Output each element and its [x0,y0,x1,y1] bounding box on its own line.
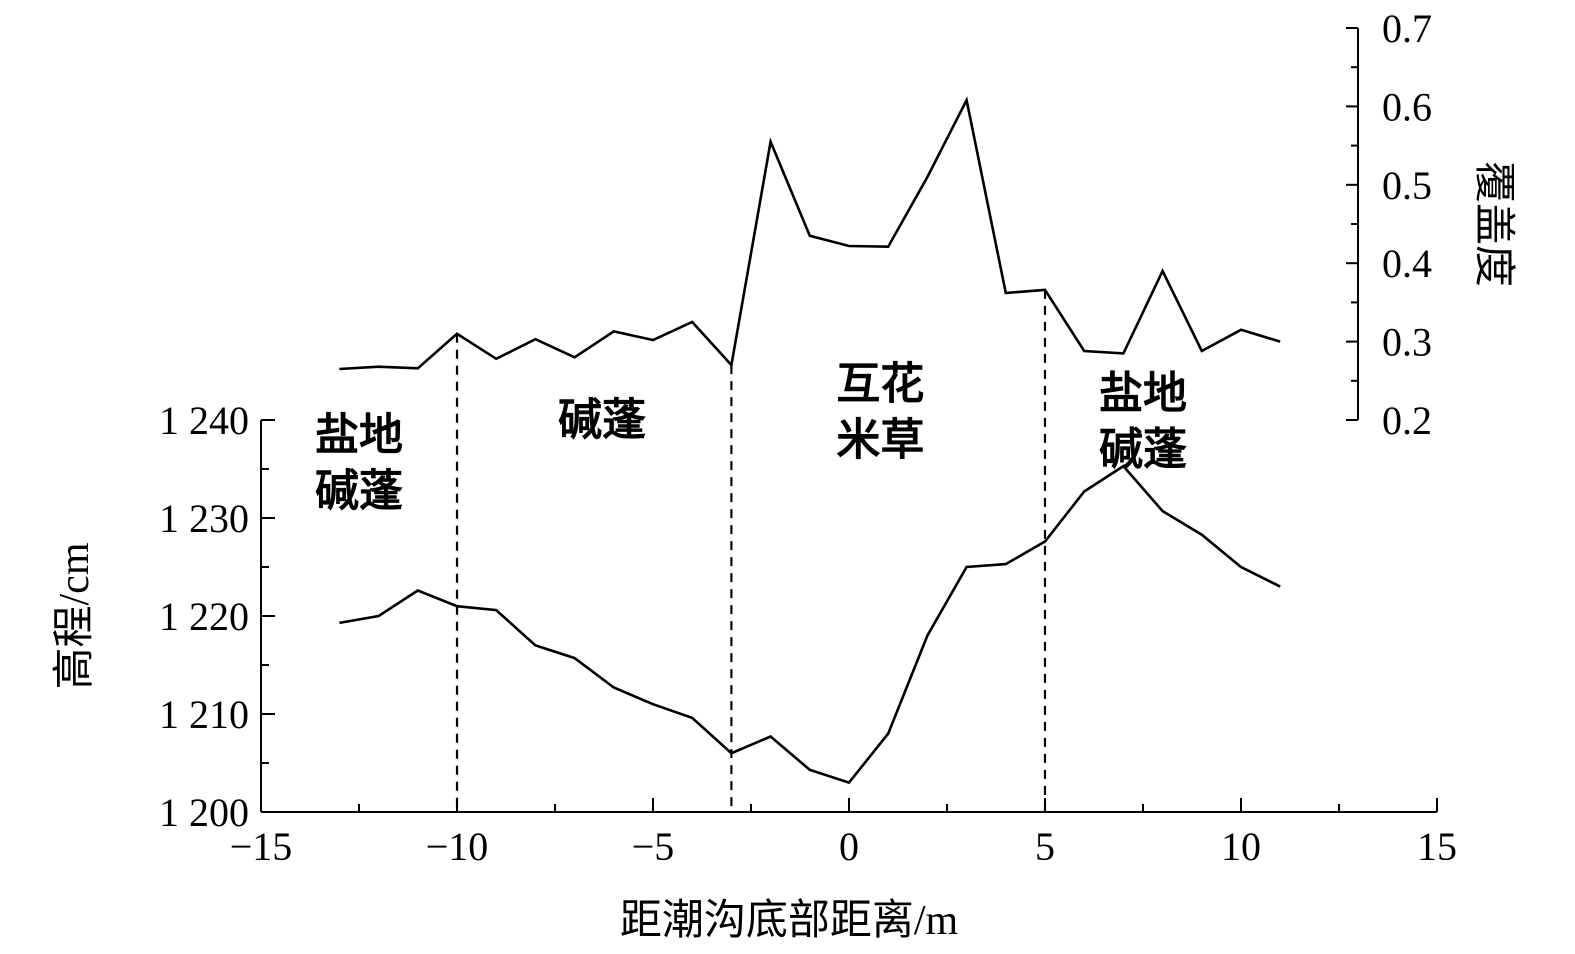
x-tick-label: 15 [1417,824,1457,869]
left-y-tick-label: 1 220 [159,594,249,639]
axis-titles: 距潮沟底部距离/m 高程/cm 覆盖度 [52,161,1516,944]
zone-label-text: 碱蓬 [315,465,403,516]
right-y-tick-label: 0.4 [1382,241,1432,286]
right-y-axis-title: 覆盖度 [1470,161,1516,287]
zone-label-text: 互花 [836,358,924,409]
x-tick-label: 10 [1221,824,1261,869]
x-tick-label: 5 [1035,824,1055,869]
left-y-tick-label: 1 210 [159,692,249,737]
ticks-group: −15 −10 −5 0 5 10 15 1 200 1 210 1 220 1 230 1 240 0… [159,6,1457,869]
right-y-tick-label: 0.2 [1382,398,1432,443]
left-y-axis-title: 高程/cm [52,542,98,689]
zone-label-text: 盐地 [1099,368,1187,419]
zone-label-text: 盐地 [315,409,403,460]
zone-dividers [455,289,1047,812]
elevation-series-line [339,464,1281,785]
left-y-tick-label: 1 240 [159,398,249,443]
x-tick-label: −5 [632,824,675,869]
right-y-tick-label: 0.7 [1382,6,1432,51]
left-y-tick-label: 1 200 [159,790,249,835]
x-tick-label: 0 [839,824,859,869]
zone-label-text: 碱蓬 [1099,424,1187,475]
right-y-tick-label: 0.6 [1382,84,1432,129]
zone-label-text: 碱蓬 [558,395,646,446]
coverage-series-line [339,96,1281,371]
x-tick-label: −10 [426,824,489,869]
right-y-tick-label: 0.5 [1382,163,1432,208]
x-tick-label: −15 [230,824,293,869]
zone-label-text: 米草 [836,414,924,465]
left-y-tick-label: 1 230 [159,496,249,541]
right-y-tick-label: 0.3 [1382,320,1432,365]
series-group [339,96,1281,785]
x-axis-title: 距潮沟底部距离/m [620,897,959,944]
